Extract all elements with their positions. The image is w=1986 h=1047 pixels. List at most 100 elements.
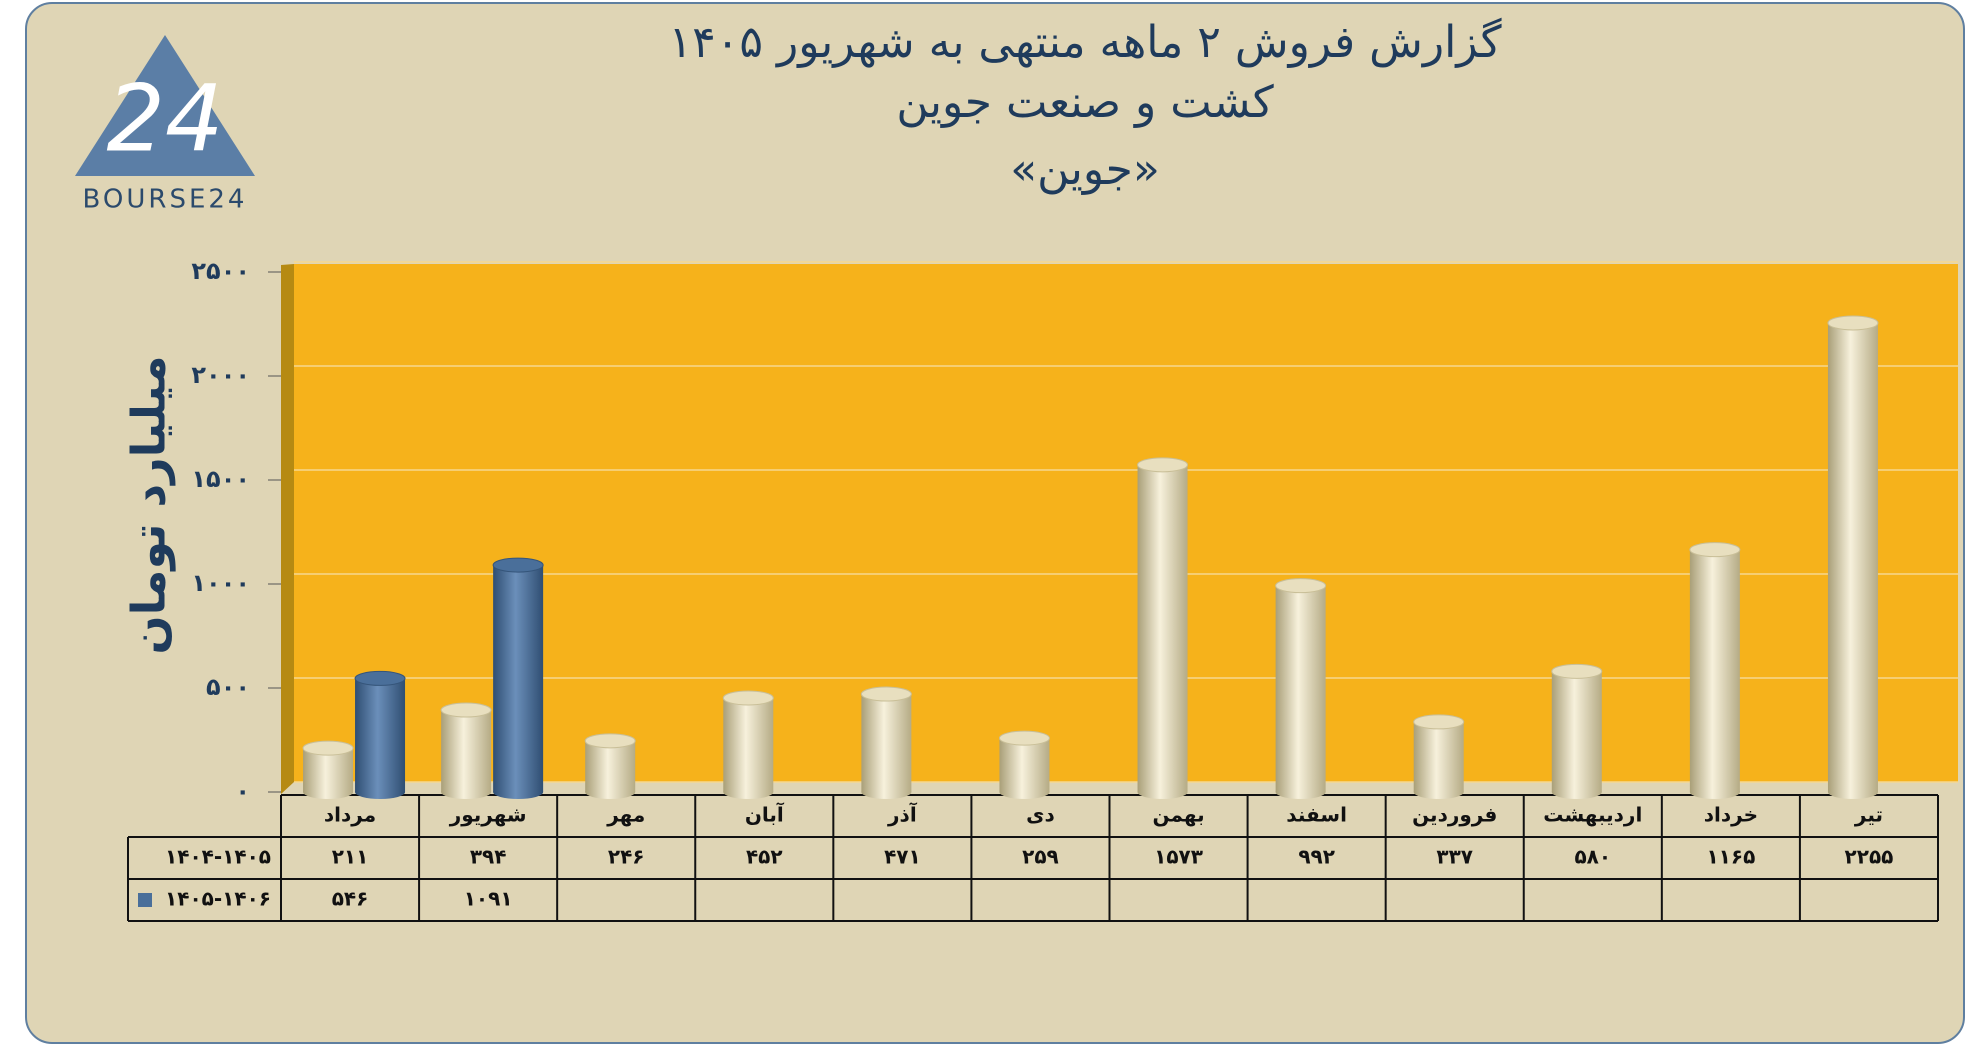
bar bbox=[1413, 714, 1465, 799]
x-tick-label: شهریور bbox=[449, 803, 527, 827]
bar bbox=[722, 690, 774, 799]
legend-label: ۱۴۰۵-۱۴۰۶ bbox=[165, 887, 271, 911]
bar bbox=[584, 733, 636, 799]
plot-side-wall bbox=[281, 264, 294, 794]
bar bbox=[1689, 542, 1741, 799]
bar-base bbox=[723, 785, 774, 799]
bar bbox=[1275, 578, 1327, 799]
bar-body bbox=[861, 694, 912, 792]
x-tick-label: خرداد bbox=[1704, 803, 1758, 827]
chart-subtitle: کشت و صنعت جوین bbox=[896, 77, 1273, 128]
bar-body bbox=[585, 740, 636, 792]
bar-body bbox=[1689, 549, 1740, 792]
bar-top bbox=[302, 740, 354, 756]
x-tick-label: آذر bbox=[887, 802, 918, 827]
bar-body bbox=[723, 697, 774, 792]
logo-text: BOURSE24 bbox=[83, 185, 248, 215]
bar bbox=[860, 686, 912, 799]
x-tick-label: مرداد bbox=[324, 803, 376, 827]
bar-top bbox=[860, 686, 912, 702]
bar-base bbox=[493, 785, 544, 799]
bar-base bbox=[1275, 785, 1326, 799]
legend-label: ۱۴۰۴-۱۴۰۵ bbox=[165, 845, 271, 869]
bar bbox=[440, 702, 492, 799]
bar-body bbox=[999, 738, 1050, 792]
bar-base bbox=[1551, 785, 1602, 799]
y-tick-label: ۱۰۰۰ bbox=[191, 569, 250, 597]
bar-base bbox=[1413, 785, 1464, 799]
bar-top bbox=[1275, 578, 1327, 594]
y-axis-label: میلیارد تومان bbox=[122, 355, 176, 654]
logo-triangle bbox=[75, 35, 255, 176]
x-tick-label: فروردین bbox=[1412, 803, 1497, 827]
data-label: ۵۸۰ bbox=[1574, 845, 1611, 869]
bar-top bbox=[440, 702, 492, 718]
data-label: ۴۵۲ bbox=[746, 845, 783, 869]
data-label: ۱۰۹۱ bbox=[464, 887, 513, 911]
x-tick-label: اسفند bbox=[1286, 803, 1347, 827]
bar-base bbox=[861, 785, 912, 799]
bar-body bbox=[1827, 322, 1878, 792]
x-tick-label: اردیبهشت bbox=[1543, 803, 1642, 827]
bar-top bbox=[1827, 315, 1879, 331]
bar-base bbox=[1827, 785, 1878, 799]
bar-body bbox=[1551, 671, 1602, 792]
bar-base bbox=[999, 785, 1050, 799]
bar bbox=[1827, 315, 1879, 799]
data-label: ۵۴۶ bbox=[332, 887, 369, 911]
data-label: ۱۱۶۵ bbox=[1706, 845, 1755, 869]
data-label: ۲۵۹ bbox=[1022, 845, 1059, 869]
bar bbox=[1551, 663, 1603, 799]
bar-top bbox=[354, 670, 406, 686]
bar-body bbox=[355, 678, 406, 792]
bar-body bbox=[1275, 585, 1326, 792]
bar-top bbox=[584, 733, 636, 749]
bar-base bbox=[441, 785, 492, 799]
y-tick-label: ۱۵۰۰ bbox=[191, 465, 250, 493]
data-label: ۹۹۲ bbox=[1298, 845, 1335, 869]
bar-top bbox=[492, 557, 544, 573]
x-tick-label: آبان bbox=[745, 802, 785, 827]
bar-top bbox=[1137, 457, 1189, 473]
y-tick-label: ۰ bbox=[235, 777, 250, 805]
bar-base bbox=[303, 785, 354, 799]
bar-body bbox=[441, 710, 492, 792]
y-tick-label: ۲۵۰۰ bbox=[191, 257, 250, 285]
bar-base bbox=[1689, 785, 1740, 799]
bar-body bbox=[493, 565, 544, 792]
bar-top bbox=[998, 730, 1050, 746]
legend-swatch bbox=[138, 893, 152, 907]
bar-base bbox=[1137, 785, 1188, 799]
x-tick-label: مهر bbox=[606, 803, 645, 827]
chart-subtitle: «جوین» bbox=[1010, 144, 1160, 195]
data-label: ۲۲۵۵ bbox=[1845, 845, 1894, 869]
data-label: ۲۱۱ bbox=[332, 845, 369, 869]
data-label: ۴۷۱ bbox=[884, 845, 921, 869]
y-tick-label: ۲۰۰۰ bbox=[191, 361, 250, 389]
data-label: ۳۳۷ bbox=[1436, 845, 1473, 869]
logo: 24 BOURSE24 bbox=[75, 35, 255, 215]
bar-top bbox=[1551, 663, 1603, 679]
bar bbox=[1137, 457, 1189, 799]
x-tick-label: دی bbox=[1026, 803, 1055, 827]
data-label: ۳۹۴ bbox=[470, 845, 507, 869]
plot-back-wall bbox=[294, 264, 1958, 782]
logo-mark: 24 bbox=[106, 65, 223, 172]
bar bbox=[998, 730, 1050, 799]
data-label: ۲۴۶ bbox=[608, 845, 645, 869]
x-tick-label: تیر bbox=[1854, 803, 1883, 827]
bar-body bbox=[1413, 721, 1464, 792]
bar bbox=[354, 670, 406, 799]
x-tick-label: بهمن bbox=[1152, 803, 1204, 827]
chart-title: گزارش فروش ۲ ماهه منتهی به شهریور ۱۴۰۵ bbox=[668, 17, 1501, 68]
bar bbox=[302, 740, 354, 799]
bar-top bbox=[722, 690, 774, 706]
y-tick-label: ۵۰۰ bbox=[206, 673, 250, 701]
data-label: ۱۵۷۳ bbox=[1154, 845, 1203, 869]
bar-base bbox=[355, 785, 406, 799]
bar-body bbox=[1137, 464, 1188, 792]
bar bbox=[492, 557, 544, 799]
bar-base bbox=[585, 785, 636, 799]
bar-top bbox=[1413, 714, 1465, 730]
